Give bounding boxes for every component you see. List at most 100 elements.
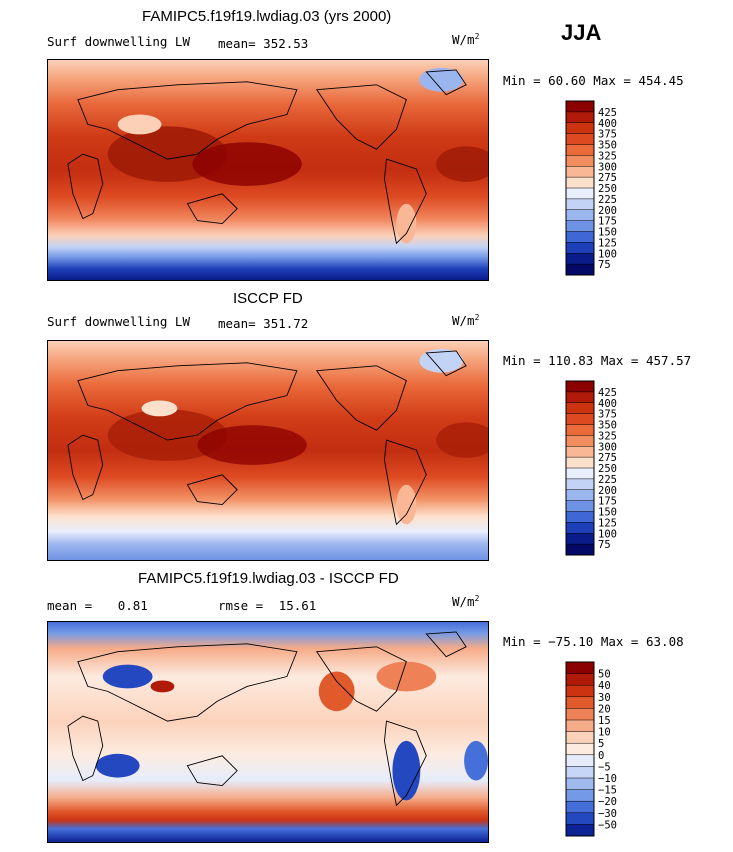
panel3-colorbar-tick-label: 50 <box>598 669 611 681</box>
panel3-colorbar-tick-label: 5 <box>598 738 604 750</box>
panel1-coastlines <box>67 69 467 245</box>
panel1-units-base: W/m <box>452 32 475 48</box>
panel2-map <box>47 340 489 561</box>
panel1-greenland-cold <box>419 67 464 92</box>
panel3-mean-key: mean = <box>47 598 93 613</box>
panel2-colorbar-swatch <box>566 489 594 502</box>
panel1-colorbar-tick-label: 300 <box>598 161 617 173</box>
season-label: JJA <box>561 20 602 45</box>
panel3-colorbar-swatch <box>566 696 594 709</box>
panel3-colorbar-tick-label: −10 <box>598 773 617 785</box>
panel2-mean-label: mean= 351.72 <box>218 316 308 331</box>
panel2-colorbar-tick-label: 175 <box>598 496 617 508</box>
panel2-warm-pool-pacific <box>197 425 307 465</box>
panel2-colorbar-swatch <box>566 533 594 545</box>
panel3-colorbar-tick-label: −5 <box>598 761 611 773</box>
panel2-colorbar-swatch <box>566 500 594 513</box>
panel1-colorbar-tick-label: 225 <box>598 194 617 206</box>
panel3-colorbar-swatch <box>566 685 594 698</box>
panel2-colorbar-tick-label: 300 <box>598 441 617 453</box>
panel2-units-exp: 2 <box>474 313 480 322</box>
panel1-colorbar-tick-label: 75 <box>598 259 611 271</box>
panel3-colorbar-swatch <box>566 812 594 825</box>
panel3-tibet-warm-anomaly <box>150 680 175 693</box>
panel1-minmax: Min = 60.60 Max = 454.45 <box>503 73 684 88</box>
panel1-units: W/m2 <box>452 32 479 47</box>
panel1-colorbar-swatch <box>566 253 594 265</box>
panel3-asia-cold-anomaly <box>102 664 153 689</box>
panel3-colorbar-swatch <box>566 801 594 814</box>
panel3-pacific-warm-anomaly <box>318 671 355 712</box>
panel1-colorbar-swatch <box>566 122 594 135</box>
panel2-colorbar-swatch <box>566 391 594 404</box>
panel3-colorbar-swatch <box>566 708 594 721</box>
panel2-coastlines <box>67 350 467 526</box>
panel2-tibet-cold <box>141 400 178 417</box>
panel1-colorbar-tick-label: 100 <box>598 248 617 260</box>
panel3-rmse-label: rmse = 15.61 <box>218 598 316 613</box>
panel2-colorbar-swatch <box>566 413 594 426</box>
panel2-mean-key: mean= <box>218 316 256 331</box>
panel1-colorbar-swatch <box>566 264 594 276</box>
panel1-colorbar-tick-label: 125 <box>598 237 617 249</box>
panel3-colorbar-tick-label: 40 <box>598 680 611 692</box>
panel3-colorbar-tick-label: −20 <box>598 796 617 808</box>
panel1-colorbar-tick-label: 175 <box>598 216 617 228</box>
panel1-map-plot <box>48 60 488 280</box>
panel3-atlantic-cold-anomaly <box>464 740 488 781</box>
panel2-colorbar-tick-label: 250 <box>598 463 617 475</box>
panel3-africa-cold-anomaly <box>95 753 140 778</box>
panel2-colorbar-swatch <box>566 468 594 480</box>
panel1-title: FAMIPC5.f19f19.lwdiag.03 (yrs 2000) <box>142 8 392 25</box>
panel3-colorbar-swatch <box>566 789 594 802</box>
panel2-colorbar-swatch <box>566 435 594 447</box>
panel1-colorbar-tick-label: 275 <box>598 172 617 184</box>
panel1-andes-cold <box>396 203 417 244</box>
panel1-colorbar: 425 400 375 350 325 300 275 250 225 200 175 150 125 1… <box>565 100 646 276</box>
panel2-variable-label: Surf downwelling LW <box>47 314 190 329</box>
panel2-colorbar-tick-label: 225 <box>598 474 617 486</box>
panel2-colorbar-tick-label: 150 <box>598 507 617 519</box>
panel2-units: W/m2 <box>452 313 479 328</box>
panel1-mean-value: 352.53 <box>263 36 309 51</box>
panel1-colorbar-tick-label: 350 <box>598 140 617 152</box>
panel3-colorbar-swatch <box>566 743 594 756</box>
panel3-colorbar-tick-label: −15 <box>598 785 617 797</box>
panel2-colorbar-tick-label: 350 <box>598 420 617 432</box>
panel3-units-exp: 2 <box>474 594 480 603</box>
panel3-mean-value: 0.81 <box>117 598 148 613</box>
panel3-colorbar: 50 40 30 20 15 10 5 0 −5 −10 −15 −20 −30 −50 <box>565 661 646 837</box>
panel1-variable-label: Surf downwelling LW <box>47 34 190 49</box>
panel2-colorbar-tick-label: 75 <box>598 539 611 551</box>
panel2-title: ISCCP FD <box>233 290 303 307</box>
panel1-colorbar-swatch <box>566 144 594 156</box>
panel1-colorbar-tick-label: 375 <box>598 129 617 141</box>
panel1-colorbar-swatch <box>566 242 594 254</box>
panel3-colorbar-tick-label: 20 <box>598 703 611 715</box>
panel2-colorbar-svg: 4254003753503253002752502252001751501251… <box>565 380 617 556</box>
panel3-colorbar-swatch <box>566 673 594 686</box>
panel2-colorbar-swatch <box>566 446 594 458</box>
panel1-units-exp: 2 <box>474 32 480 41</box>
panel1-colorbar-swatch <box>566 220 594 233</box>
panel2-colorbar-tick-label: 400 <box>598 398 617 410</box>
panel1-colorbar-swatch <box>566 133 594 146</box>
panel3-title: FAMIPC5.f19f19.lwdiag.03 - ISCCP FD <box>138 570 399 587</box>
panel2-colorbar-tick-label: 200 <box>598 485 617 497</box>
panel2-colorbar-tick-label: 100 <box>598 528 617 540</box>
panel3-colorbar-border <box>565 661 595 837</box>
panel2-units-base: W/m <box>452 313 475 329</box>
panel1-colorbar-swatch <box>566 101 594 113</box>
panel3-colorbar-tick-label: 15 <box>598 715 611 727</box>
panel1-colorbar-tick-label: 425 <box>598 107 617 119</box>
panel3-rmse-key: rmse = <box>218 598 264 613</box>
panel3-rmse-value: 15.61 <box>278 598 317 613</box>
panel3-colorbar-swatch <box>566 778 594 791</box>
panel2-colorbar-tick-label: 275 <box>598 452 617 464</box>
panel2-colorbar-swatch <box>566 381 594 393</box>
panel1-colorbar-svg: 4254003753503253002752502252001751501251… <box>565 100 617 276</box>
panel1-colorbar-tick-label: 325 <box>598 150 617 162</box>
panel3-namerica-warm-anomaly <box>376 661 437 692</box>
panel2-warm-pool-india <box>107 409 228 461</box>
panel1-colorbar-swatch <box>566 198 594 211</box>
